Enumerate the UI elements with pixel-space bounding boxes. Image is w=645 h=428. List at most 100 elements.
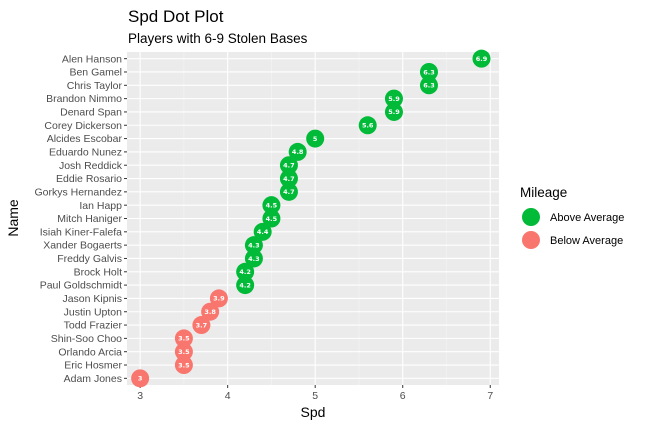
data-point-dot	[279, 156, 298, 175]
data-point-dot	[288, 142, 307, 161]
y-tick-label: Brandon Nimmo	[46, 93, 122, 105]
chart-subtitle: Players with 6-9 Stolen Bases	[128, 31, 308, 46]
data-point-dot	[472, 49, 491, 68]
data-point-dot	[209, 289, 228, 308]
data-point: 4.4	[253, 222, 272, 241]
legend-label-above-average: Above Average	[550, 212, 624, 224]
data-point: 3.5	[174, 342, 193, 361]
data-point: 4.5	[262, 196, 281, 215]
data-point-label: 3.5	[178, 335, 190, 343]
data-point-label: 5.6	[362, 122, 374, 130]
data-point-label: 4.7	[283, 175, 295, 183]
data-point: 3.5	[174, 356, 193, 375]
data-point: 6.3	[419, 62, 438, 81]
y-tick-label: Paul Goldschmidt	[40, 280, 122, 292]
y-tick-label: Ben Gamel	[69, 67, 122, 79]
data-point-dot	[236, 262, 255, 281]
data-point: 3.9	[209, 289, 228, 308]
y-tick-label: Eddie Rosario	[56, 173, 122, 185]
data-point-dot	[253, 222, 272, 241]
data-point-label: 4.5	[266, 201, 278, 209]
x-axis-title: Spd	[301, 404, 326, 420]
data-point-label: 3	[138, 375, 143, 383]
data-point: 3.5	[174, 329, 193, 348]
data-point-dot	[279, 182, 298, 201]
y-axis-title: Name	[5, 199, 21, 237]
data-point-dot	[174, 356, 193, 375]
y-tick-label: Chris Taylor	[67, 80, 123, 92]
data-point-dot	[262, 196, 281, 215]
data-point-label: 3.9	[213, 295, 225, 303]
data-point-dot	[174, 342, 193, 361]
x-tick-label: 7	[487, 390, 493, 402]
data-point: 5.6	[358, 116, 377, 135]
legend: Mileage Above Average Below Average	[520, 185, 624, 249]
data-point-label: 4.2	[239, 268, 251, 276]
data-point: 4.8	[288, 142, 307, 161]
x-tick-label: 5	[312, 390, 318, 402]
y-tick-label: Adam Jones	[64, 373, 122, 385]
data-point: 4.7	[279, 182, 298, 201]
data-point-label: 4.5	[266, 215, 278, 223]
data-point-dot	[358, 116, 377, 135]
y-tick-label: Todd Frazier	[64, 320, 123, 332]
data-point: 4.2	[236, 262, 255, 281]
data-point: 4.5	[262, 209, 281, 228]
legend-entry-above-average: Above Average	[522, 208, 624, 226]
data-point: 4.7	[279, 156, 298, 175]
y-tick-label: Eduardo Nunez	[49, 147, 122, 159]
data-point: 5.9	[384, 89, 403, 108]
y-tick-label: Jason Kipnis	[62, 293, 122, 305]
data-point: 6.9	[472, 49, 491, 68]
data-point-label: 4.7	[283, 188, 295, 196]
data-point-dot	[262, 209, 281, 228]
y-tick-label: Brock Holt	[74, 266, 123, 278]
y-tick-label: Eric Hosmer	[64, 360, 122, 372]
data-point: 4.7	[279, 169, 298, 188]
y-tick-label: Justin Upton	[64, 306, 123, 318]
data-point-label: 3.5	[178, 361, 190, 369]
data-point: 6.3	[419, 76, 438, 95]
data-point: 3.7	[192, 316, 211, 335]
data-point-label: 3.7	[196, 321, 208, 329]
y-tick-label: Isiah Kiner-Falefa	[40, 226, 122, 238]
data-point: 3	[131, 369, 150, 388]
data-point-dot	[174, 329, 193, 348]
legend-title: Mileage	[520, 185, 567, 200]
y-tick-label: Denard Span	[60, 107, 122, 119]
data-point-dot	[236, 276, 255, 295]
data-point-label: 3.8	[204, 308, 216, 316]
x-tick-label: 3	[137, 390, 143, 402]
data-point-label: 4.8	[292, 148, 304, 156]
data-points: 6.9 6.3 6.3 5.9 5.9 5.6 5 4.8 4.7 4.7 4.7 4.5 4.5 4.4…	[131, 49, 491, 388]
x-tick-label: 4	[225, 390, 231, 402]
data-point-label: 3.5	[178, 348, 190, 356]
data-point-label: 4.3	[248, 255, 260, 263]
data-point-label: 4.7	[283, 162, 295, 170]
data-point-label: 4.2	[239, 281, 251, 289]
data-point: 3.8	[201, 302, 220, 321]
data-point: 5	[306, 129, 325, 148]
y-tick-label: Shin-Soo Choo	[51, 333, 122, 345]
x-tick-label: 6	[400, 390, 406, 402]
data-point: 4.2	[236, 276, 255, 295]
data-point: 4.3	[244, 249, 263, 268]
data-point-dot	[419, 62, 438, 81]
legend-key-above-average	[522, 208, 540, 226]
data-point-dot	[384, 102, 403, 121]
y-tick-label: Freddy Galvis	[57, 253, 122, 265]
data-point-dot	[192, 316, 211, 335]
data-point-label: 5	[313, 135, 318, 143]
y-tick-label: Alen Hanson	[62, 53, 122, 65]
y-tick-label: Xander Bogaerts	[43, 240, 122, 252]
data-point-dot	[279, 169, 298, 188]
data-point-label: 6.3	[423, 82, 435, 90]
data-point-dot	[384, 89, 403, 108]
data-point-dot	[131, 369, 150, 388]
data-point: 4.3	[244, 236, 263, 255]
data-point-dot	[419, 76, 438, 95]
data-point-dot	[244, 236, 263, 255]
legend-label-below-average: Below Average	[550, 235, 623, 247]
y-tick-label: Corey Dickerson	[44, 120, 122, 132]
